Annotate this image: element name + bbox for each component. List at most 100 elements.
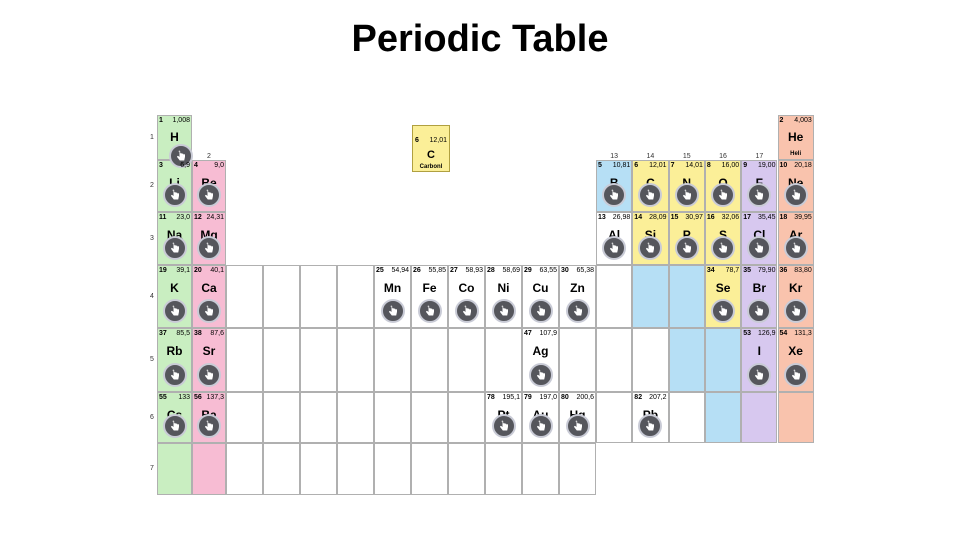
tap-icon[interactable]	[747, 363, 772, 387]
tap-icon[interactable]	[747, 183, 772, 207]
element-symbol: Ca	[201, 281, 217, 295]
tap-icon[interactable]	[454, 299, 479, 323]
tap-icon[interactable]	[197, 299, 221, 323]
atomic-number: 14	[634, 214, 643, 221]
tap-icon[interactable]	[417, 299, 442, 323]
tap-icon[interactable]	[162, 299, 187, 323]
table-cell	[226, 392, 263, 443]
table-cell	[374, 328, 411, 392]
table-cell	[596, 328, 633, 392]
element-cell: 53 126,9 I	[741, 328, 777, 392]
atomic-number: 34	[706, 267, 715, 274]
tap-icon[interactable]	[638, 183, 663, 207]
table-cell	[668, 265, 705, 328]
table-cell	[485, 443, 522, 495]
atomic-number: 28	[487, 267, 495, 274]
tap-icon[interactable]	[162, 414, 187, 438]
atomic-mass: 87,6	[210, 330, 224, 337]
tap-icon[interactable]	[674, 183, 699, 207]
tap-icon[interactable]	[162, 236, 187, 260]
tap-icon[interactable]	[168, 144, 193, 168]
element-symbol: Cu	[532, 281, 549, 295]
table-cell	[411, 443, 448, 495]
tap-icon[interactable]	[783, 299, 808, 323]
tap-icon[interactable]	[711, 299, 736, 323]
atomic-mass: 4,003	[794, 117, 812, 124]
period-label: 5	[150, 356, 154, 363]
group-label: 15	[682, 153, 691, 160]
atomic-number: 37	[159, 330, 167, 337]
atomic-mass: 207,2	[649, 394, 667, 401]
featured-element-card: 6 12,01 C Carbonl	[412, 125, 450, 172]
tap-icon[interactable]	[197, 363, 221, 387]
element-symbol: Ni	[497, 281, 510, 295]
element-symbol: Br	[752, 281, 766, 295]
tap-icon[interactable]	[747, 299, 772, 323]
tap-icon[interactable]	[197, 236, 221, 260]
table-cell	[157, 443, 192, 495]
tap-icon[interactable]	[783, 183, 808, 207]
tap-icon[interactable]	[565, 414, 590, 438]
tap-icon[interactable]	[638, 236, 663, 260]
element-symbol: Fe	[422, 281, 437, 295]
atomic-mass: 39,95	[794, 214, 812, 221]
tap-icon[interactable]	[783, 363, 808, 387]
table-cell	[448, 392, 485, 443]
atomic-mass: 16,00	[721, 162, 740, 169]
table-cell	[337, 328, 374, 392]
atomic-number: 9	[743, 162, 748, 169]
element-name: Heli	[790, 151, 802, 157]
table-cell	[226, 265, 263, 328]
element-cell: 30 65,38 Zn	[559, 265, 596, 328]
atomic-mass: 9,0	[214, 162, 224, 169]
tap-icon[interactable]	[711, 183, 736, 207]
atomic-mass: 1,008	[172, 117, 190, 124]
atomic-number: 55	[159, 394, 167, 401]
tap-icon[interactable]	[528, 414, 553, 438]
tap-icon[interactable]	[162, 183, 187, 207]
tap-icon[interactable]	[565, 299, 590, 323]
table-cell	[411, 392, 448, 443]
element-cell: 34 78,7 Se	[705, 265, 741, 328]
table-cell	[596, 265, 633, 328]
atomic-number: 11	[159, 214, 167, 221]
tap-icon[interactable]	[602, 236, 627, 260]
tap-icon[interactable]	[491, 299, 516, 323]
tap-icon[interactable]	[783, 236, 808, 260]
tap-icon[interactable]	[638, 414, 663, 438]
atomic-number: 20	[194, 267, 202, 274]
tap-icon[interactable]	[197, 414, 221, 438]
atomic-mass: 10,81	[612, 162, 631, 169]
period-label: 7	[150, 465, 154, 472]
element-symbol: Si	[644, 228, 657, 242]
tap-icon[interactable]	[747, 236, 772, 260]
tap-icon[interactable]	[528, 299, 553, 323]
tap-icon[interactable]	[711, 236, 736, 260]
table-cell	[448, 328, 485, 392]
element-symbol: Ag	[532, 344, 549, 358]
tap-icon[interactable]	[491, 414, 516, 438]
element-symbol: Zn	[570, 281, 585, 295]
tap-icon[interactable]	[162, 363, 187, 387]
atomic-mass: 78,7	[725, 267, 740, 274]
group-label: 16	[719, 153, 727, 160]
tap-icon[interactable]	[674, 236, 699, 260]
atomic-number: 5	[598, 162, 602, 169]
atomic-mass: 24,31	[206, 214, 224, 221]
tap-icon[interactable]	[528, 363, 553, 387]
element-cell: 26 55,85 Fe	[411, 265, 448, 328]
element-cell: 28 58,69 Ni	[485, 265, 522, 328]
atomic-number: 53	[743, 330, 751, 337]
tap-icon[interactable]	[380, 299, 405, 323]
atomic-number: 36	[779, 267, 788, 274]
element-cell: 38 87,6 Sr	[192, 328, 226, 392]
atomic-number: 17	[743, 214, 751, 221]
element-cell: 35 79,90 Br	[741, 265, 777, 328]
tap-icon[interactable]	[197, 183, 221, 207]
table-cell	[192, 443, 226, 495]
tap-icon[interactable]	[602, 183, 627, 207]
title: Periodic Table	[351, 18, 609, 60]
table-cell	[596, 392, 633, 443]
atomic-number: 7	[670, 162, 675, 169]
